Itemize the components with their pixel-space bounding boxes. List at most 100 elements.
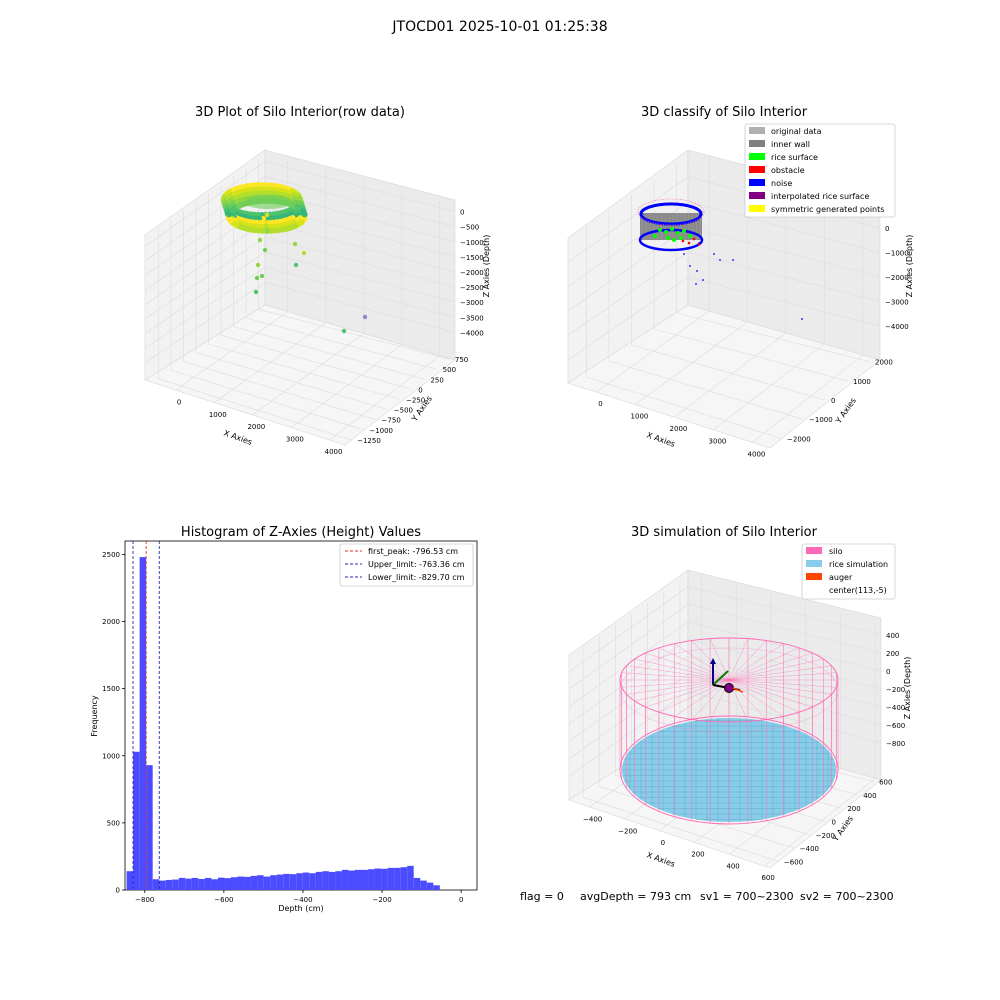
z-tick-label: −1000 (885, 250, 909, 258)
legend-swatch (749, 153, 765, 160)
x-tick-label: 4000 (325, 448, 343, 456)
z-gridline-left (568, 656, 689, 742)
histogram-bar (341, 869, 349, 890)
raw-point (301, 250, 307, 256)
histogram-bar (257, 875, 264, 890)
x-tick-label: 200 (691, 851, 704, 859)
z-tick-label: −2000 (460, 269, 484, 277)
y-tick-label: 1000 (853, 378, 871, 386)
z-tick-label: −1000 (460, 239, 484, 247)
x-tick-label: 600 (761, 874, 774, 882)
raw-point (262, 247, 268, 253)
silo-roof-spoke (728, 638, 749, 681)
classify-x-label: X Axies (645, 430, 676, 449)
y-tick-label: −1000 (809, 416, 833, 424)
z-tick-label: 400 (886, 632, 899, 640)
raw-z-ticks: 0 −500 −1000 −1500 −2000 −2500 −3000 −3500 −4000 (460, 209, 484, 338)
auger-z-arrowhead (710, 658, 716, 664)
z-gridline-left (144, 161, 266, 247)
z-tick-label: 200 (886, 650, 899, 658)
sim-z-label: Z Axies (Depth) (903, 657, 912, 720)
auger-y-arrow (712, 670, 729, 686)
auger-marker (710, 658, 744, 693)
histogram-bar (368, 869, 375, 890)
y-tick-label: 500 (443, 366, 456, 374)
x-tick-label: −600 (214, 896, 233, 904)
histogram-bar (270, 875, 277, 890)
silo-roof-spoke (728, 672, 837, 681)
legend-label: rice surface (771, 153, 818, 162)
x-tick-label: 2000 (247, 423, 265, 431)
raw-x-ticks: 0 1000 2000 3000 4000 (177, 398, 343, 456)
z-gridline-left (568, 673, 689, 760)
raw-floor-pane (144, 304, 456, 446)
histogram-bar (165, 879, 173, 890)
x-tick-label: 3000 (286, 436, 304, 444)
y-gridline (183, 361, 376, 421)
y-tick-label: 0 (832, 819, 836, 827)
classify-legend: original data inner wall rice surface obsta… (744, 123, 896, 218)
z-gridline-left (144, 267, 266, 349)
classify-points (637, 198, 803, 320)
histogram-bar (413, 877, 421, 890)
x-tick-label: 1000 (631, 413, 649, 421)
y-tick-label: 0 (418, 386, 422, 394)
y-tick-label: 0 (831, 397, 835, 405)
raw-point (259, 273, 265, 279)
y-tick-label: 0 (116, 887, 120, 895)
silo-roof-spoke (728, 679, 813, 708)
x-tick-label: 0 (459, 896, 463, 904)
noise-point (702, 279, 704, 281)
x-gridline (596, 310, 710, 393)
z-gridline-left (568, 691, 689, 777)
y-gridline (586, 376, 782, 439)
silo-roof-spoke (674, 643, 730, 681)
silo-roof-spoke (728, 679, 837, 688)
histogram-legend: first_peak: -796.53 cm Upper_limit: -763.… (339, 543, 474, 587)
noise-point (719, 259, 721, 261)
noise-point (683, 253, 685, 255)
z-gridline-left (568, 586, 689, 672)
y-tick-label: 2000 (875, 359, 893, 367)
classify-plot-title: 3D classify of Silo Interior (641, 105, 808, 120)
simulation-legend: silo rice simulation auger center(113,-5) (801, 543, 896, 600)
histogram-bar (394, 867, 401, 890)
y-tick-label: −500 (394, 407, 413, 415)
rice-surface-point (682, 229, 686, 233)
z-gridline (687, 201, 881, 253)
z-tick-label: −4000 (460, 329, 484, 337)
silo-roof-spoke (621, 672, 730, 681)
raw-data-3d-plot: 3D Plot of Silo Interior(row data) 0 1000… (144, 105, 491, 456)
raw-points (221, 182, 368, 334)
figure-title: JTOCD01 2025-10-01 01:25:38 (391, 19, 607, 35)
silo-roof-spoke (658, 647, 730, 681)
auger-arm (732, 687, 744, 693)
histogram-bar (178, 877, 186, 890)
x-tick-label: 1000 (209, 411, 227, 419)
classify-z-label: Z Axies (Depth) (905, 235, 914, 298)
symmetric-ring (637, 198, 705, 226)
legend-label: inner wall (771, 140, 810, 149)
auger-center-point (724, 683, 734, 693)
classify-y-ticks: 2000 1000 0 −1000 −2000 (787, 359, 893, 444)
silo-roof-spoke (728, 647, 800, 681)
depth-histogram: Histogram of Z-Axies (Height) Values −80… (90, 525, 478, 913)
legend-swatch (749, 205, 765, 212)
silo-roof-spoke (626, 679, 730, 695)
z-gridline-left (144, 282, 266, 363)
z-gridline-left (144, 236, 266, 320)
z-tick-label: −800 (886, 740, 905, 748)
z-gridline (264, 236, 456, 288)
legend-label: Lower_limit: -829.70 cm (368, 573, 465, 582)
x-gridline (252, 333, 364, 416)
raw-point (259, 227, 265, 233)
x-gridline (674, 332, 787, 418)
histogram-bar (230, 877, 238, 890)
z-gridline-left (567, 176, 689, 263)
histogram-bar (185, 878, 192, 890)
silo-roof-spoke (691, 640, 730, 681)
histogram-legend-box (339, 543, 474, 587)
z-gridline (687, 638, 882, 690)
histogram-bars (126, 557, 440, 890)
